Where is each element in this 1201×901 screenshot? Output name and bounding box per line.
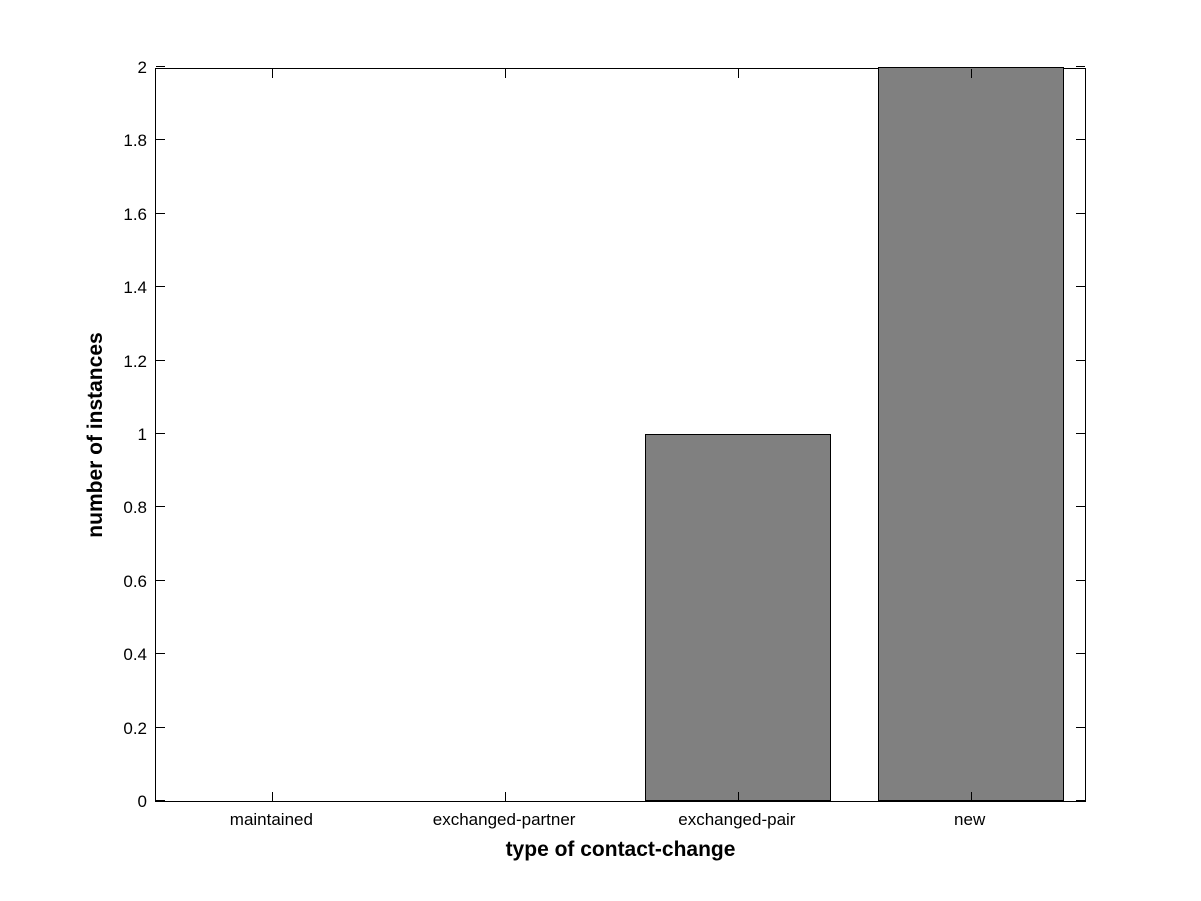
- plot-area: [155, 66, 1086, 802]
- y-tick-label: 0.6: [123, 571, 147, 591]
- x-tick-top-exchanged-pair: [737, 69, 739, 78]
- y-tick-label: 0: [137, 792, 147, 811]
- y-tick-label: 0.2: [123, 718, 147, 738]
- x-tick-bottom-exchanged-partner: [505, 792, 507, 801]
- y-tick-right-0.4: [1076, 653, 1085, 655]
- y-tick-left-0.6: [156, 579, 165, 581]
- y-tick-right-2: [1076, 66, 1085, 67]
- y-tick-left-1.8: [156, 139, 165, 141]
- y-axis-label: number of instances: [84, 332, 107, 538]
- y-tick-right-1.4: [1076, 286, 1085, 288]
- y-tick-label: 1.2: [123, 351, 147, 371]
- x-tick-top-new: [970, 69, 972, 78]
- y-tick-left-1.4: [156, 286, 165, 288]
- y-tick-right-1.6: [1076, 212, 1085, 214]
- y-tick-right-1.8: [1076, 139, 1085, 141]
- y-tick-label: 1: [137, 425, 147, 444]
- x-axis-label: type of contact-change: [505, 838, 736, 861]
- y-tick-left-0: [156, 800, 165, 801]
- x-tick-label-exchanged-partner: exchanged-partner: [432, 810, 576, 829]
- bar-exchanged-pair: [644, 434, 831, 801]
- x-tick-label-maintained: maintained: [229, 810, 313, 829]
- bar-new: [877, 67, 1064, 801]
- y-tick-label: 1.8: [123, 131, 147, 151]
- y-tick-left-0.4: [156, 653, 165, 655]
- y-tick-left-1: [156, 433, 165, 434]
- y-tick-right-0.8: [1076, 506, 1085, 508]
- y-tick-label: 1.4: [123, 278, 147, 298]
- y-tick-right-1.2: [1076, 359, 1085, 361]
- x-tick-bottom-maintained: [272, 792, 274, 801]
- y-tick-label: 0.8: [123, 498, 147, 518]
- y-tick-right-1: [1076, 433, 1085, 434]
- x-tick-label-new: new: [954, 810, 986, 829]
- y-tick-label: 0.4: [123, 645, 147, 665]
- y-tick-left-0.2: [156, 726, 165, 728]
- y-tick-right-0.6: [1076, 579, 1085, 581]
- x-tick-bottom-exchanged-pair: [737, 792, 739, 801]
- x-tick-label-exchanged-pair: exchanged-pair: [678, 810, 796, 829]
- x-tick-bottom-new: [970, 792, 972, 801]
- y-tick-label: 1.6: [123, 204, 147, 224]
- y-tick-left-1.6: [156, 212, 165, 214]
- y-tick-right-0: [1076, 800, 1085, 801]
- y-tick-left-0.8: [156, 506, 165, 508]
- x-tick-top-exchanged-partner: [505, 69, 507, 78]
- y-tick-left-2: [156, 66, 165, 67]
- y-tick-right-0.2: [1076, 726, 1085, 728]
- x-tick-top-maintained: [272, 69, 274, 78]
- y-tick-label: 2: [137, 58, 147, 77]
- y-tick-left-1.2: [156, 359, 165, 361]
